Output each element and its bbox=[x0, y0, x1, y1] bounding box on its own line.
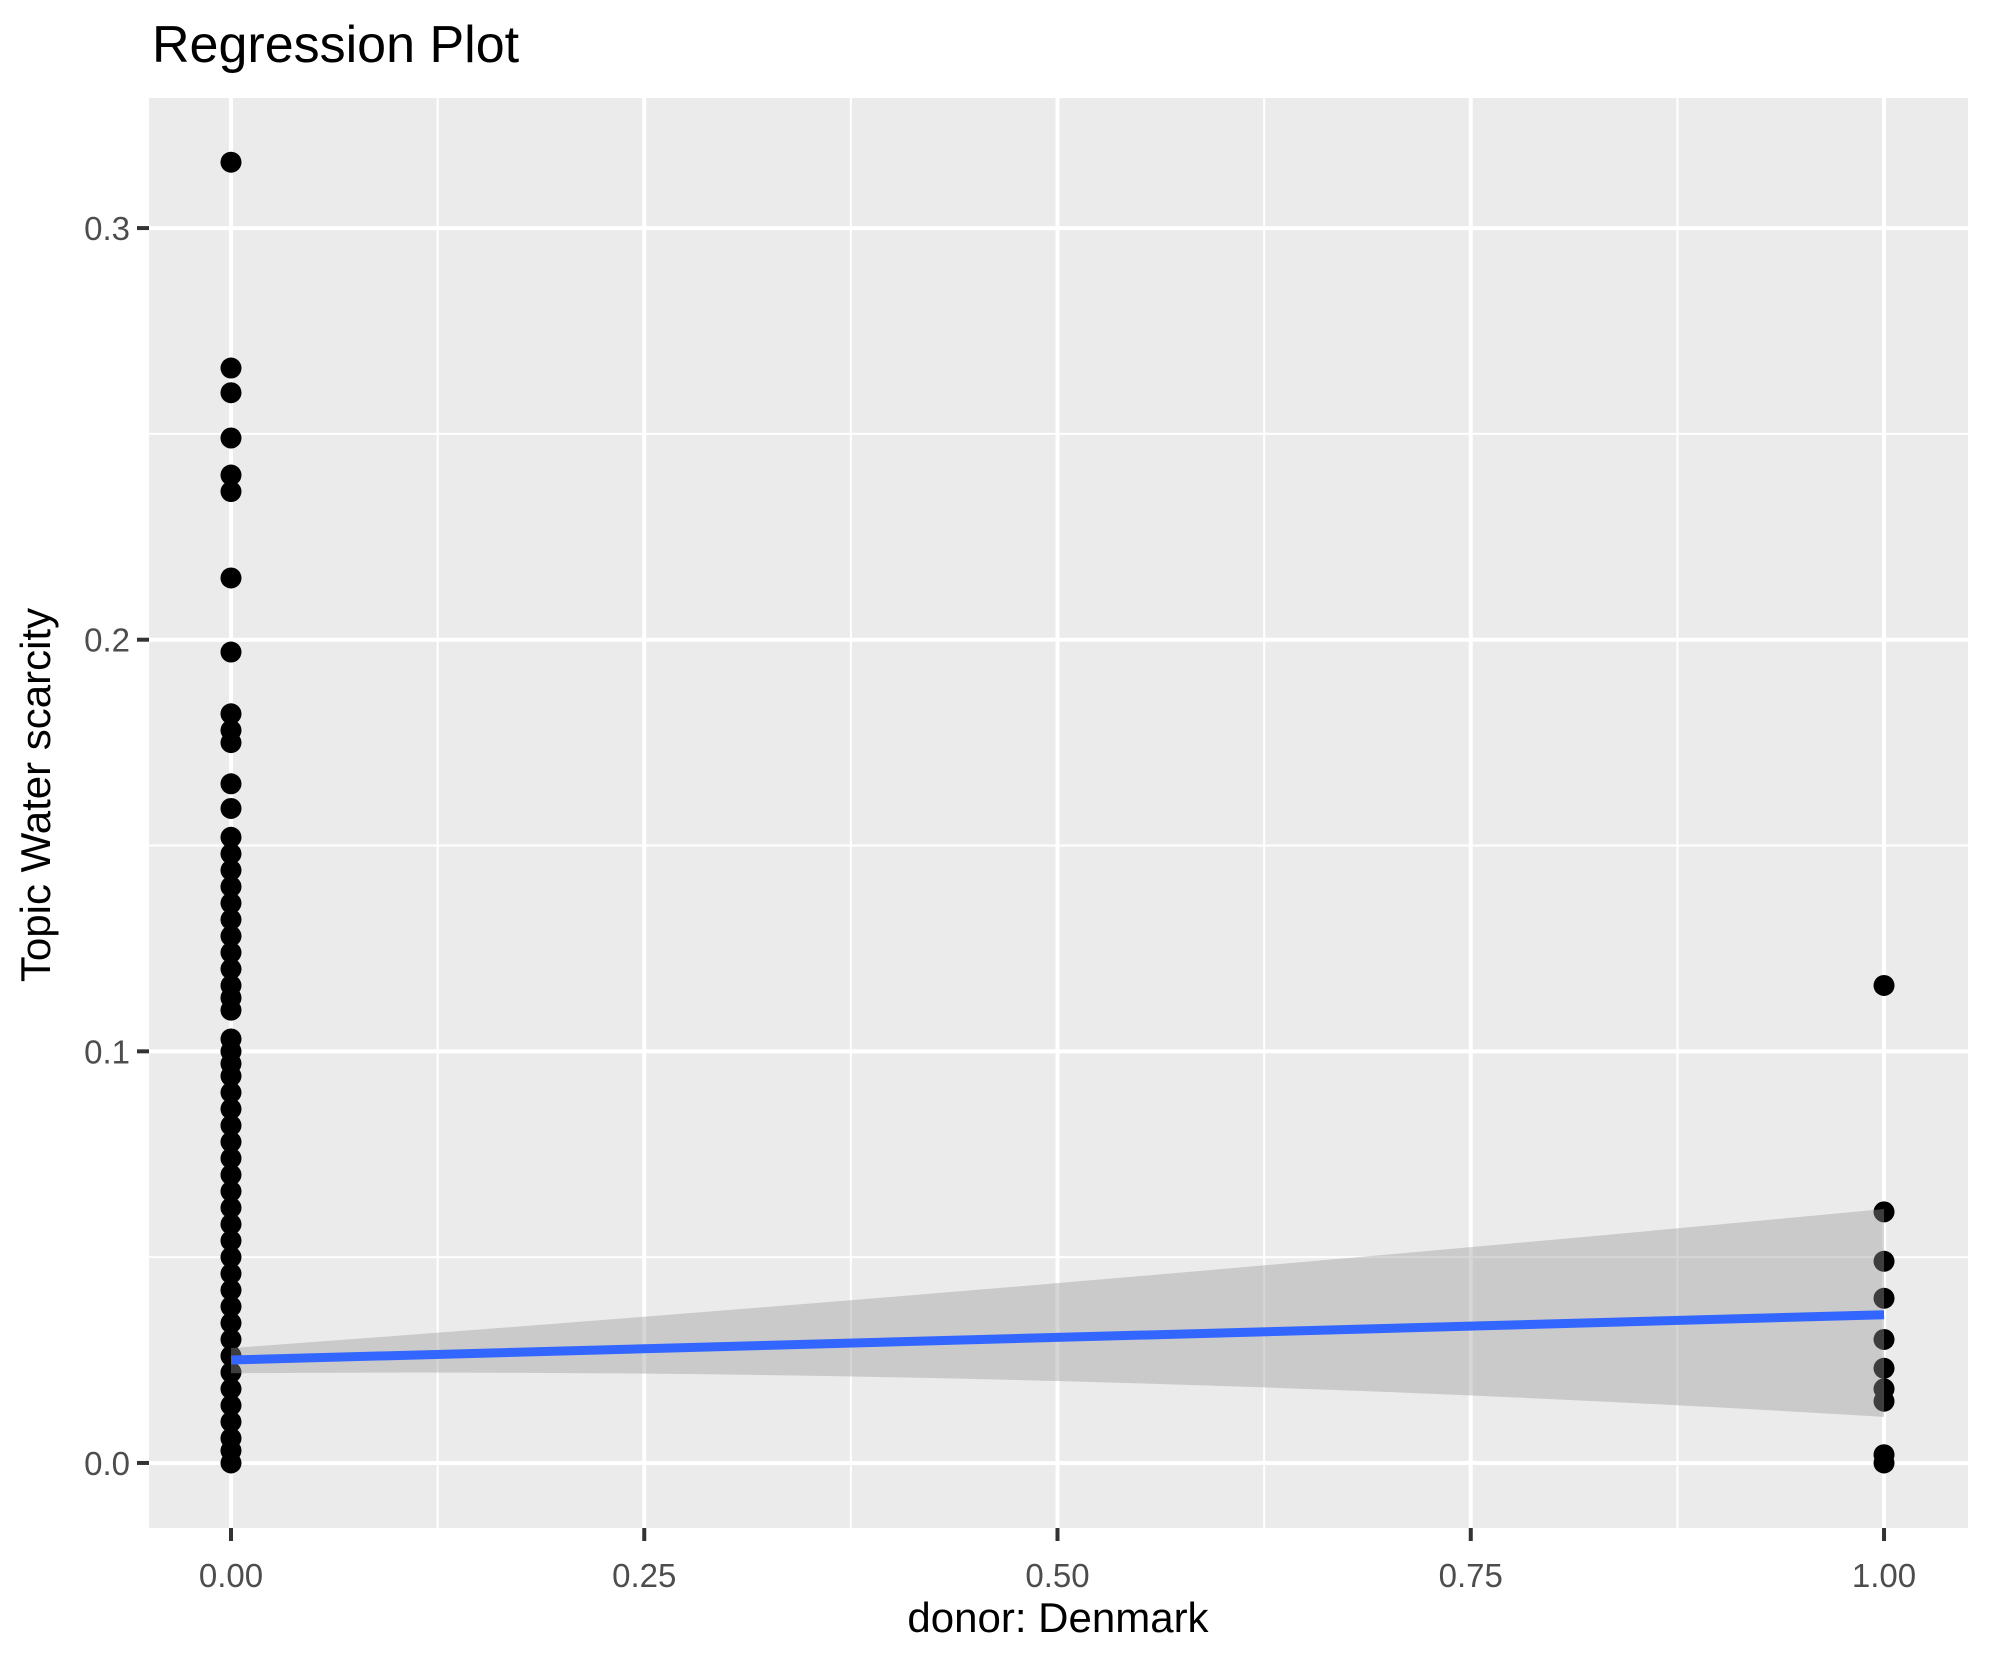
y-tick-label: 0.3 bbox=[84, 210, 130, 247]
data-point bbox=[220, 1312, 242, 1334]
data-point bbox=[220, 773, 242, 795]
data-point bbox=[220, 909, 242, 931]
data-point bbox=[220, 1114, 242, 1136]
x-tick-label: 0.50 bbox=[1025, 1557, 1089, 1594]
data-point bbox=[220, 1328, 242, 1350]
data-point bbox=[220, 357, 242, 379]
data-point bbox=[220, 1131, 242, 1153]
plot-title: Regression Plot bbox=[152, 16, 520, 74]
data-point bbox=[220, 1452, 242, 1474]
data-point bbox=[220, 464, 242, 486]
data-point bbox=[220, 151, 242, 173]
data-point bbox=[220, 1180, 242, 1202]
y-tick-label: 0.2 bbox=[84, 622, 130, 659]
scatter-points-layer bbox=[220, 151, 1895, 1474]
x-tick-label: 0.25 bbox=[612, 1557, 676, 1594]
data-point bbox=[220, 925, 242, 947]
regression-line bbox=[230, 1310, 1885, 1365]
data-point bbox=[1873, 1390, 1895, 1412]
x-axis-tick-marks bbox=[228, 1528, 1887, 1541]
data-point bbox=[220, 999, 242, 1021]
data-point bbox=[220, 1246, 242, 1268]
data-point bbox=[220, 1081, 242, 1103]
data-point bbox=[220, 1197, 242, 1219]
data-point bbox=[220, 481, 242, 503]
confidence-band bbox=[230, 1208, 1885, 1417]
data-point bbox=[220, 732, 242, 754]
data-point bbox=[220, 1361, 242, 1383]
y-tick-label: 0.0 bbox=[84, 1445, 130, 1482]
data-point bbox=[220, 703, 242, 725]
data-point bbox=[220, 1230, 242, 1252]
data-point bbox=[220, 427, 242, 449]
data-point bbox=[220, 859, 242, 881]
data-point bbox=[220, 1147, 242, 1169]
data-point bbox=[1873, 1287, 1895, 1309]
x-axis-title: donor: Denmark bbox=[907, 1594, 1209, 1641]
data-point bbox=[1873, 1452, 1895, 1474]
data-point bbox=[220, 1296, 242, 1318]
y-tick-label: 0.1 bbox=[84, 1033, 130, 1070]
data-point bbox=[220, 1065, 242, 1087]
data-point bbox=[220, 826, 242, 848]
data-point bbox=[1873, 1201, 1895, 1223]
data-point bbox=[220, 382, 242, 404]
y-axis-tick-marks bbox=[137, 226, 149, 1465]
data-point bbox=[220, 876, 242, 898]
data-point bbox=[220, 942, 242, 964]
data-point bbox=[220, 892, 242, 914]
data-point bbox=[220, 958, 242, 980]
data-point bbox=[220, 1164, 242, 1186]
data-point bbox=[220, 1279, 242, 1301]
data-point bbox=[220, 1394, 242, 1416]
data-point bbox=[220, 1213, 242, 1235]
data-point bbox=[1873, 1250, 1895, 1272]
y-axis-tick-labels: 0.0 0.1 0.2 0.3 bbox=[84, 210, 130, 1482]
data-point bbox=[1873, 1357, 1895, 1379]
data-point bbox=[220, 1098, 242, 1120]
data-point bbox=[220, 1378, 242, 1400]
data-point bbox=[1873, 1328, 1895, 1350]
data-point bbox=[220, 1263, 242, 1285]
data-point bbox=[220, 797, 242, 819]
x-tick-label: 0.75 bbox=[1439, 1557, 1503, 1594]
data-point bbox=[1873, 974, 1895, 996]
data-point bbox=[220, 1411, 242, 1433]
x-tick-label: 0.00 bbox=[199, 1557, 263, 1594]
x-tick-label: 1.00 bbox=[1852, 1557, 1916, 1594]
data-point bbox=[220, 641, 242, 663]
data-point bbox=[220, 567, 242, 589]
y-axis-title: Topic Water scarcity bbox=[12, 608, 59, 982]
data-point bbox=[220, 843, 242, 865]
x-axis-tick-labels: 0.00 0.25 0.50 0.75 1.00 bbox=[199, 1557, 1916, 1594]
grid-major-lines bbox=[149, 98, 1968, 1528]
